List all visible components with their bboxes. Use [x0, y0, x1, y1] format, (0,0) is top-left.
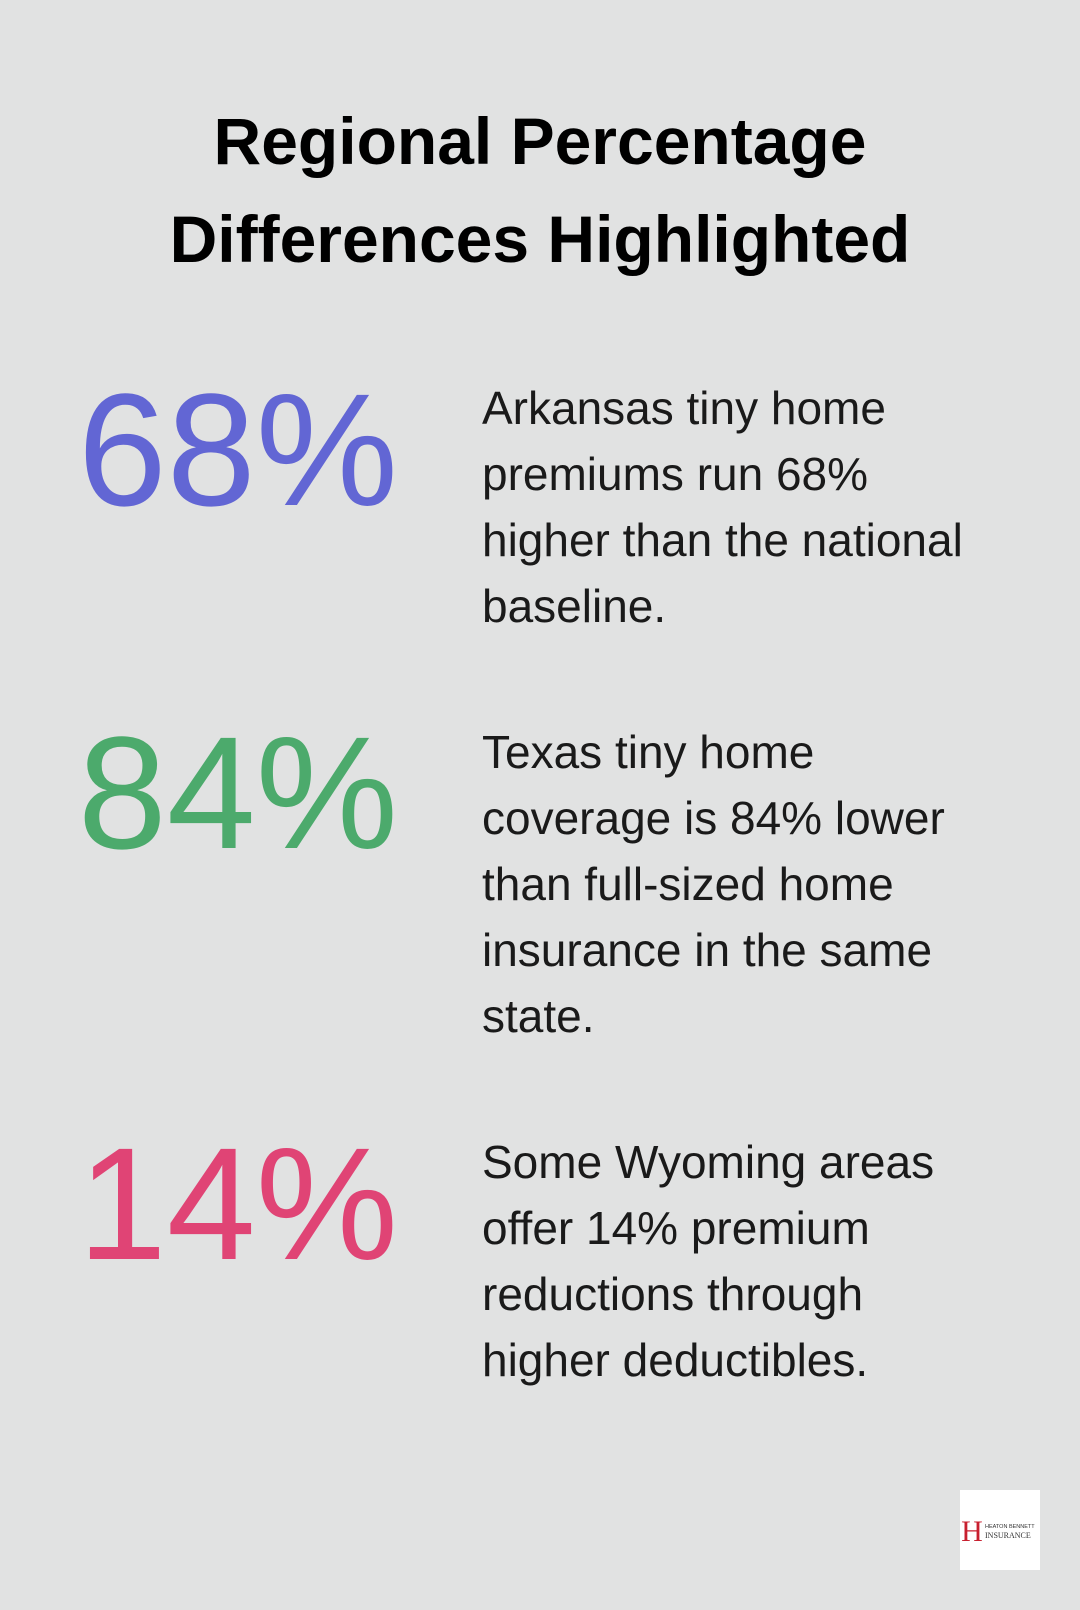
logo-name: HEATON BENNETT: [985, 1524, 1035, 1530]
stat-description: coverage is 84% lower: [482, 792, 945, 844]
title-line: Differences Highlighted: [170, 202, 911, 276]
stat-description: baseline.: [482, 580, 666, 632]
stat-description: state.: [482, 990, 595, 1042]
stat-description: offer 14% premium: [482, 1202, 870, 1254]
logo: H HEATON BENNETT INSURANCE: [960, 1490, 1040, 1570]
stat-description: premiums run 68%: [482, 448, 868, 500]
stat-description: insurance in the same: [482, 924, 932, 976]
stat-value: 14%: [78, 1114, 398, 1293]
logo-letter: H: [961, 1515, 983, 1548]
logo-word: INSURANCE: [985, 1531, 1031, 1540]
stat-description: Some Wyoming areas: [482, 1136, 934, 1188]
stat-description: Arkansas tiny home: [482, 382, 886, 434]
stat-description: than full-sized home: [482, 858, 894, 910]
stat-description: higher than the national: [482, 514, 963, 566]
stat-description: Texas tiny home: [482, 726, 814, 778]
title-line: Regional Percentage: [214, 104, 867, 178]
stat-description: reductions through: [482, 1268, 863, 1320]
logo-box: [960, 1490, 1040, 1570]
stat-value: 68%: [78, 360, 398, 539]
stat-description: higher deductibles.: [482, 1334, 868, 1386]
stat-value: 84%: [78, 703, 398, 882]
